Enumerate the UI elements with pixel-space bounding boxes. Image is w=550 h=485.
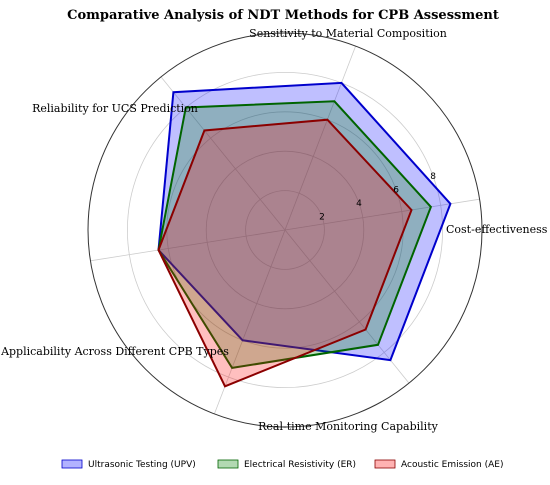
spoke-4 (214, 229, 286, 415)
tick-label-2: 2 (319, 213, 325, 223)
spoke-0 (284, 198, 480, 231)
tick-label-8: 8 (430, 172, 436, 182)
axis-label-2: Reliability for UCS Prediction (32, 102, 198, 115)
tick-label-6: 6 (393, 186, 399, 196)
spoke-5 (284, 229, 410, 384)
spoke-1 (284, 45, 356, 231)
legend-label-0: Ultrasonic Testing (UPV) (88, 460, 196, 470)
chart-title: Comparative Analysis of NDT Methods for … (67, 8, 499, 23)
axis-label-0: Cost-effectiveness (446, 223, 548, 236)
legend-label-2: Acoustic Emission (AE) (401, 460, 503, 470)
legend-swatch-2 (374, 459, 396, 469)
grid-ring-8 (126, 71, 444, 389)
axis-label-5: Real-time Monitoring Capability (258, 420, 438, 433)
legend: Ultrasonic Testing (UPV) Electrical Resis… (61, 459, 503, 470)
legend-swatch-1 (217, 459, 239, 469)
grid-ring-2 (245, 190, 325, 270)
tick-label-4: 4 (356, 199, 362, 209)
axis-label-4: Applicability Across Different CPB Types (0, 345, 229, 358)
series-polygon-2 (157, 118, 413, 388)
axis-label-1: Sensitivity to Material Composition (249, 27, 447, 40)
radial-tick-labels: 2 4 6 8 (319, 172, 436, 222)
spoke-2 (160, 76, 286, 231)
polar-grid (87, 32, 483, 428)
outer-frame (87, 32, 483, 428)
axis-labels: Cost-effectiveness Sensitivity to Materia… (0, 27, 548, 433)
spoke-3 (90, 229, 286, 262)
legend-label-1: Electrical Resistivity (ER) (244, 460, 356, 470)
grid-ring-4 (205, 150, 365, 310)
series-layer (157, 81, 452, 388)
legend-swatch-0 (61, 459, 83, 469)
